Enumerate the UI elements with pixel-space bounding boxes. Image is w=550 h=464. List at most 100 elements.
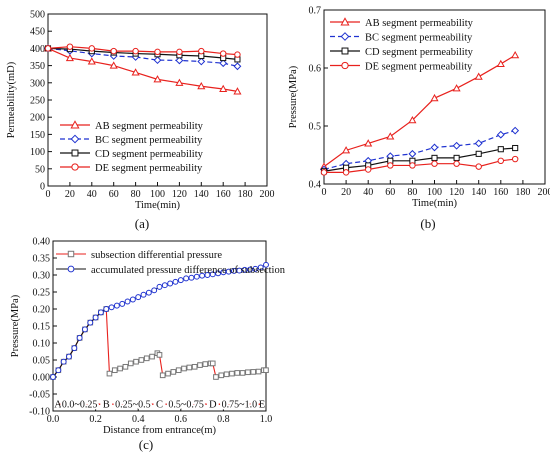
- data-point: [107, 371, 112, 376]
- y-axis-label: Permeability(mD): [6, 61, 17, 138]
- data-point: [166, 371, 171, 376]
- data-point: [512, 52, 518, 58]
- y-tick-label: 0.4: [309, 180, 322, 191]
- legend-marker: [68, 266, 74, 272]
- data-point: [512, 156, 517, 161]
- series-line: [53, 309, 266, 377]
- y-tick-label: 0.20: [33, 305, 51, 316]
- data-point: [104, 307, 109, 312]
- data-point: [234, 63, 240, 69]
- data-point: [130, 297, 135, 302]
- data-point: [210, 361, 215, 366]
- data-point: [214, 375, 219, 380]
- series-line: [48, 48, 237, 91]
- data-point: [264, 368, 269, 373]
- data-point: [139, 358, 144, 363]
- data-point: [476, 151, 481, 156]
- data-point: [155, 49, 160, 54]
- data-point: [498, 158, 503, 163]
- y-tick-label: 0.05: [33, 356, 51, 367]
- y-tick-label: 0.00: [33, 373, 51, 384]
- data-point: [157, 353, 162, 358]
- point-label: B: [103, 400, 110, 411]
- data-point: [230, 371, 235, 376]
- y-tick-label: 0.10: [33, 339, 51, 350]
- x-tick-label: 120: [172, 189, 187, 200]
- point-label: D: [209, 400, 217, 411]
- panel-label: (c): [139, 437, 153, 452]
- data-point: [93, 315, 98, 320]
- data-point: [220, 51, 225, 56]
- x-axis-label: Time(min): [135, 200, 181, 211]
- x-tick-label: 0: [322, 187, 327, 198]
- data-point: [67, 354, 72, 359]
- data-point: [123, 364, 128, 369]
- data-point: [321, 170, 326, 175]
- y-tick-label: -0.05: [29, 390, 50, 401]
- y-tick-label: 350: [30, 61, 45, 72]
- data-point: [199, 48, 204, 53]
- x-axis-label: Time(min): [412, 198, 458, 209]
- y-tick-label: 200: [30, 113, 45, 124]
- data-point: [109, 305, 114, 310]
- legend-entry: AB segment permeability: [95, 121, 204, 132]
- data-point: [82, 327, 87, 332]
- series-line: [324, 131, 515, 170]
- segment-label: 0.75~1.0: [222, 400, 257, 411]
- data-point: [173, 279, 178, 284]
- data-point: [157, 284, 162, 289]
- legend-marker: [341, 33, 348, 40]
- data-point: [136, 295, 141, 300]
- x-tick-label: 160: [216, 189, 231, 200]
- data-point: [498, 147, 503, 152]
- data-point: [51, 375, 56, 380]
- segment-label: 0.0~0.25: [62, 400, 97, 411]
- data-point: [454, 161, 459, 166]
- data-point: [432, 155, 437, 160]
- x-tick-label: 140: [471, 187, 486, 198]
- data-point: [219, 373, 224, 378]
- data-point: [203, 362, 208, 367]
- x-tick-label: 160: [493, 187, 508, 198]
- x-tick-label: 20: [341, 187, 351, 198]
- legend-entry: subsection differential pressure: [91, 250, 222, 261]
- x-tick-label: 40: [363, 187, 373, 198]
- data-point: [343, 170, 348, 175]
- data-point: [112, 368, 117, 373]
- legend-entry: BC segment permeability: [95, 135, 203, 146]
- data-point: [198, 363, 203, 368]
- legend-entry: DE segment permeability: [365, 61, 473, 72]
- x-tick-label: 40: [87, 189, 97, 200]
- y-tick-label: 0.7: [309, 6, 322, 17]
- data-point: [146, 290, 151, 295]
- series-line: [48, 48, 237, 59]
- legend-entry: CD segment permeability: [95, 149, 204, 160]
- data-point: [125, 299, 130, 304]
- data-point: [89, 46, 94, 51]
- x-tick-label: 140: [194, 189, 209, 200]
- x-tick-label: 180: [238, 189, 253, 200]
- x-tick-label: 180: [515, 187, 530, 198]
- data-point: [476, 140, 482, 146]
- data-point: [512, 127, 518, 133]
- x-tick-label: 0.2: [89, 414, 102, 425]
- y-tick-label: 0.15: [33, 322, 51, 333]
- x-tick-label: 0.8: [217, 414, 230, 425]
- data-point: [168, 281, 173, 286]
- data-point: [192, 364, 197, 369]
- plot-frame: [48, 14, 267, 186]
- legend-marker: [342, 62, 348, 68]
- data-point: [133, 48, 138, 53]
- data-point: [513, 145, 518, 150]
- data-point: [154, 57, 160, 63]
- y-tick-label: 150: [30, 130, 45, 141]
- x-tick-label: 1.0: [260, 414, 273, 425]
- data-point: [365, 167, 370, 172]
- data-point: [67, 44, 72, 49]
- data-point: [182, 366, 187, 371]
- x-tick-label: 60: [385, 187, 395, 198]
- x-tick-label: 100: [427, 187, 442, 198]
